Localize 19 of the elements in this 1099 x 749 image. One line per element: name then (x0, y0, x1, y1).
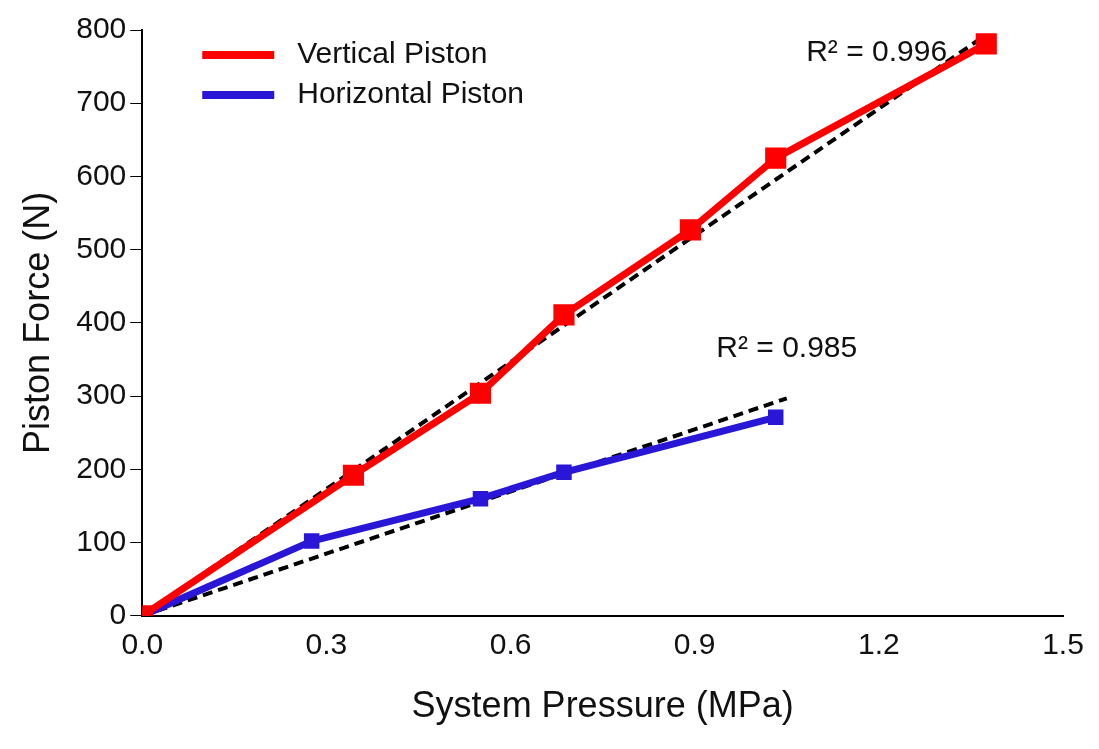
x-tick-label: 0.6 (489, 627, 532, 661)
y-tick-label: 100 (76, 523, 127, 557)
legend-label: Vertical Piston (297, 36, 488, 70)
annotation: R² = 0.996 (806, 34, 948, 68)
y-tick-label: 600 (76, 157, 127, 191)
y-tick-label: 700 (76, 84, 127, 118)
legend-label: Horizontal Piston (297, 76, 525, 110)
y-tick-label: 400 (76, 304, 127, 338)
x-tick-label: 1.2 (857, 627, 900, 661)
y-tick-label: 500 (76, 230, 127, 264)
annotation: R² = 0.985 (716, 329, 858, 363)
x-tick-label: 0.9 (673, 627, 716, 661)
y-tick-label: 300 (76, 377, 127, 411)
x-axis-title: System Pressure (MPa) (411, 684, 794, 726)
x-tick-label: 0.3 (305, 627, 348, 661)
y-tick-label: 800 (76, 11, 127, 45)
y-tick-label: 200 (76, 450, 127, 484)
x-tick-label: 1.5 (1042, 627, 1084, 661)
y-axis-title: Piston Force (N) (15, 191, 57, 454)
